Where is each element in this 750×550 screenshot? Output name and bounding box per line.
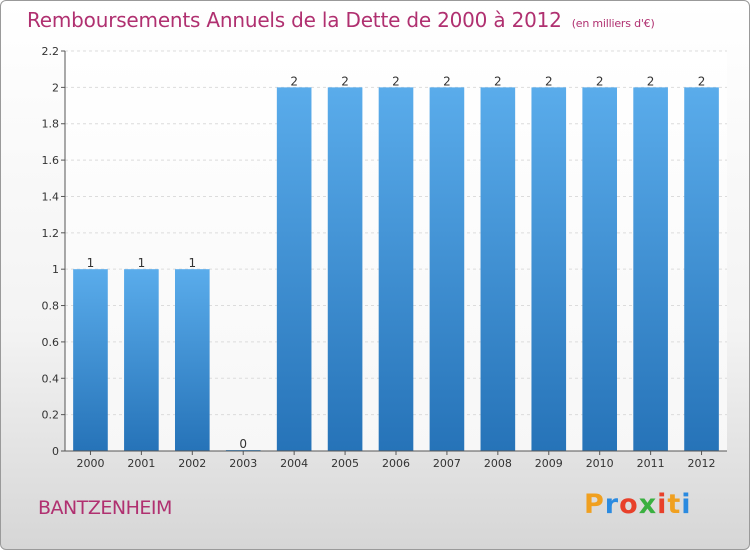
bar (633, 87, 668, 451)
bar (276, 87, 312, 451)
x-tick-label: 2012 (688, 457, 716, 470)
y-tick-label: 1.4 (42, 190, 60, 203)
logo-letter: i (657, 489, 668, 520)
logo-letter: P (584, 489, 605, 520)
data-label: 2 (596, 74, 604, 88)
y-tick-label: 0.6 (42, 336, 60, 349)
logo-letter: x (638, 489, 658, 520)
chart-title: Remboursements Annuels de la Dette de 20… (27, 8, 655, 32)
chart-subtitle: (en milliers d'€) (571, 17, 655, 30)
logo-letter: i (681, 489, 692, 520)
y-tick-label: 0 (52, 445, 59, 458)
proxiti-logo[interactable]: Proxiti (584, 489, 692, 520)
data-label: 2 (698, 74, 706, 88)
x-tick-label: 2010 (586, 457, 614, 470)
y-tick-label: 1.2 (42, 227, 60, 240)
x-tick-label: 2000 (76, 457, 104, 470)
bar (378, 87, 414, 451)
y-tick-label: 0.4 (42, 372, 60, 385)
y-tick-label: 1.6 (42, 154, 60, 167)
commune-name: BANTZENHEIM (38, 497, 172, 519)
x-tick-label: 2006 (382, 457, 410, 470)
data-label: 2 (290, 74, 298, 88)
data-label: 2 (341, 74, 349, 88)
data-label: 1 (188, 256, 196, 270)
x-tick-label: 2001 (127, 457, 155, 470)
logo-letter: t (667, 489, 682, 520)
data-label: 2 (494, 74, 502, 88)
bar (327, 87, 363, 451)
logo-letter: r (604, 489, 620, 520)
y-tick-label: 2 (52, 81, 59, 94)
labels: 0 0.2 0.4 0.6 0.8 1 1.2 1.4 1.6 1.8 2 2.2 1 2000 1 2001… (42, 45, 716, 470)
bar (531, 87, 567, 451)
logo-letter: o (619, 489, 639, 520)
bar (480, 87, 516, 451)
data-label: 2 (392, 74, 400, 88)
x-tick-label: 2005 (331, 457, 359, 470)
bars (73, 87, 719, 451)
data-label: 0 (239, 437, 247, 451)
bar (124, 269, 159, 451)
x-tick-label: 2011 (637, 457, 665, 470)
data-label: 1 (87, 256, 95, 270)
data-label: 2 (545, 74, 553, 88)
bar (73, 269, 108, 451)
x-tick-label: 2002 (178, 457, 206, 470)
x-tick-label: 2004 (280, 457, 308, 470)
bar (684, 87, 719, 451)
x-tick-label: 2007 (433, 457, 461, 470)
title-text: Remboursements Annuels de la Dette de 20… (27, 8, 562, 32)
bar (429, 87, 465, 451)
data-label: 2 (443, 74, 451, 88)
data-label: 2 (647, 74, 655, 88)
bar (174, 269, 210, 451)
y-tick-label: 0.2 (42, 409, 60, 422)
data-label: 1 (138, 256, 146, 270)
x-tick-label: 2003 (229, 457, 257, 470)
y-tick-label: 1 (52, 263, 59, 276)
axes (61, 50, 727, 455)
x-tick-label: 2009 (535, 457, 563, 470)
y-tick-label: 0.8 (42, 300, 60, 313)
x-tick-label: 2008 (484, 457, 512, 470)
y-tick-label: 1.8 (42, 118, 60, 131)
bar (582, 87, 618, 451)
y-tick-label: 2.2 (42, 45, 60, 58)
